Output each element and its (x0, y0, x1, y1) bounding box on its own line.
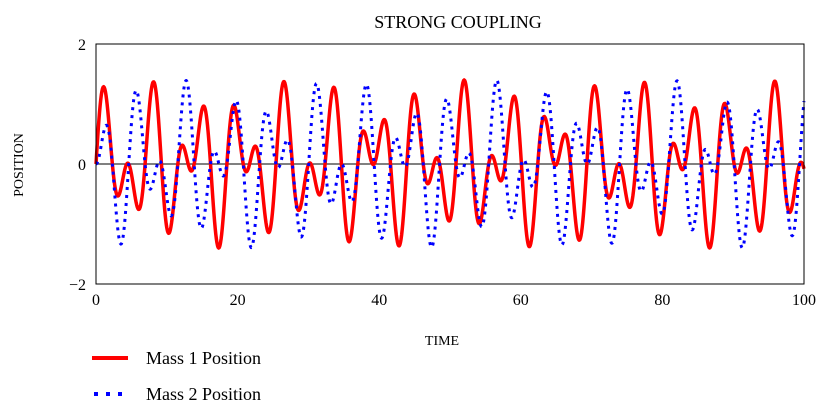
x-tick-label: 60 (513, 292, 529, 309)
x-tick-label: 40 (371, 292, 387, 309)
y-tick-label: −2 (69, 277, 86, 294)
x-ticks: 0 20 40 60 80 100 (92, 292, 816, 309)
x-tick-label: 80 (654, 292, 670, 309)
x-axis-label: TIME (425, 334, 459, 349)
legend-label-mass-1: Mass 1 Position (146, 348, 261, 368)
y-tick-label: 0 (78, 157, 86, 174)
y-axis-label: POSITION (12, 133, 27, 197)
chart-title: STRONG COUPLING (374, 12, 542, 32)
plot-frame (95, 43, 805, 285)
y-tick-label: 2 (78, 37, 86, 54)
legend: Mass 1 Position Mass 2 Position (92, 348, 261, 404)
series-layer (94, 78, 806, 250)
x-tick-label: 100 (792, 292, 816, 309)
legend-label-mass-2: Mass 2 Position (146, 384, 261, 404)
series-line-mass-2 (95, 78, 806, 250)
x-tick-label: 0 (92, 292, 100, 309)
x-tick-label: 20 (230, 292, 246, 309)
y-ticks: 2 0 −2 (69, 37, 86, 294)
